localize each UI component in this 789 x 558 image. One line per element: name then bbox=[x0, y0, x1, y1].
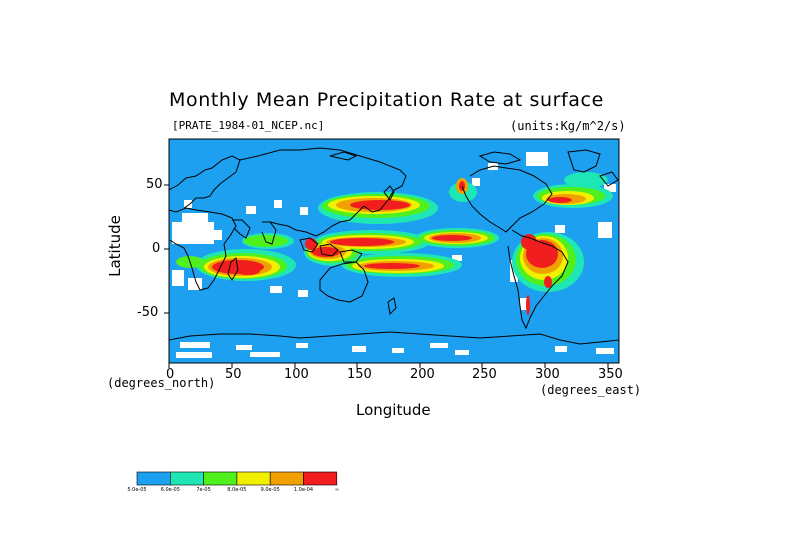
colorbar-swatch bbox=[203, 471, 238, 486]
x-tick-label: 200 bbox=[410, 367, 435, 382]
coastlines bbox=[169, 147, 619, 345]
x-tick-label: 100 bbox=[284, 367, 309, 382]
y-axis-unit: (degrees_north) bbox=[107, 376, 216, 390]
x-tick-label: 0 bbox=[166, 367, 175, 382]
chart-title: Monthly Mean Precipitation Rate at surfa… bbox=[169, 89, 604, 111]
colorbar-swatch bbox=[236, 471, 271, 486]
colorbar-level-label: 5.0e-05 bbox=[127, 487, 146, 493]
colorbar-swatch bbox=[170, 471, 204, 486]
colorbar-swatch bbox=[303, 471, 338, 486]
x-axis-label: Longitude bbox=[356, 401, 431, 419]
colorbar-level-label: 9.0e-05 bbox=[261, 487, 280, 493]
colorbar-level-label: 7e-05 bbox=[196, 487, 210, 493]
colorbar-level-label: 1.0e-04 bbox=[294, 487, 313, 493]
colorbar-end-label: ∞ bbox=[335, 487, 339, 493]
colorbar-swatch bbox=[269, 471, 304, 486]
colorbar-level-label: 8.0e-05 bbox=[227, 487, 246, 493]
dataset-filename: [PRATE_1984-01_NCEP.nc] bbox=[172, 119, 325, 132]
plot-frame bbox=[168, 138, 620, 364]
x-tick-label: 350 bbox=[598, 367, 623, 382]
x-axis-unit: (degrees_east) bbox=[540, 383, 642, 397]
colorbar: 5.0e-05 6.0e-05 7e-05 8.0e-05 9.0e-05 1.0e-04… bbox=[127, 471, 339, 493]
colorbar-level-label: 6.0e-05 bbox=[161, 487, 180, 493]
y-tick-label: 50 bbox=[146, 177, 163, 192]
y-tick-label: 0 bbox=[152, 241, 161, 256]
x-tick-label: 250 bbox=[472, 367, 497, 382]
x-tick-label: 50 bbox=[225, 367, 242, 382]
axis-ticks bbox=[164, 184, 609, 368]
x-tick-label: 150 bbox=[347, 367, 372, 382]
colorbar-swatch bbox=[136, 471, 171, 486]
x-tick-label: 300 bbox=[535, 367, 560, 382]
units-label: (units:Kg/m^2/s) bbox=[510, 119, 626, 133]
missing-data-patches bbox=[169, 139, 619, 358]
y-tick-label: -50 bbox=[137, 305, 159, 320]
